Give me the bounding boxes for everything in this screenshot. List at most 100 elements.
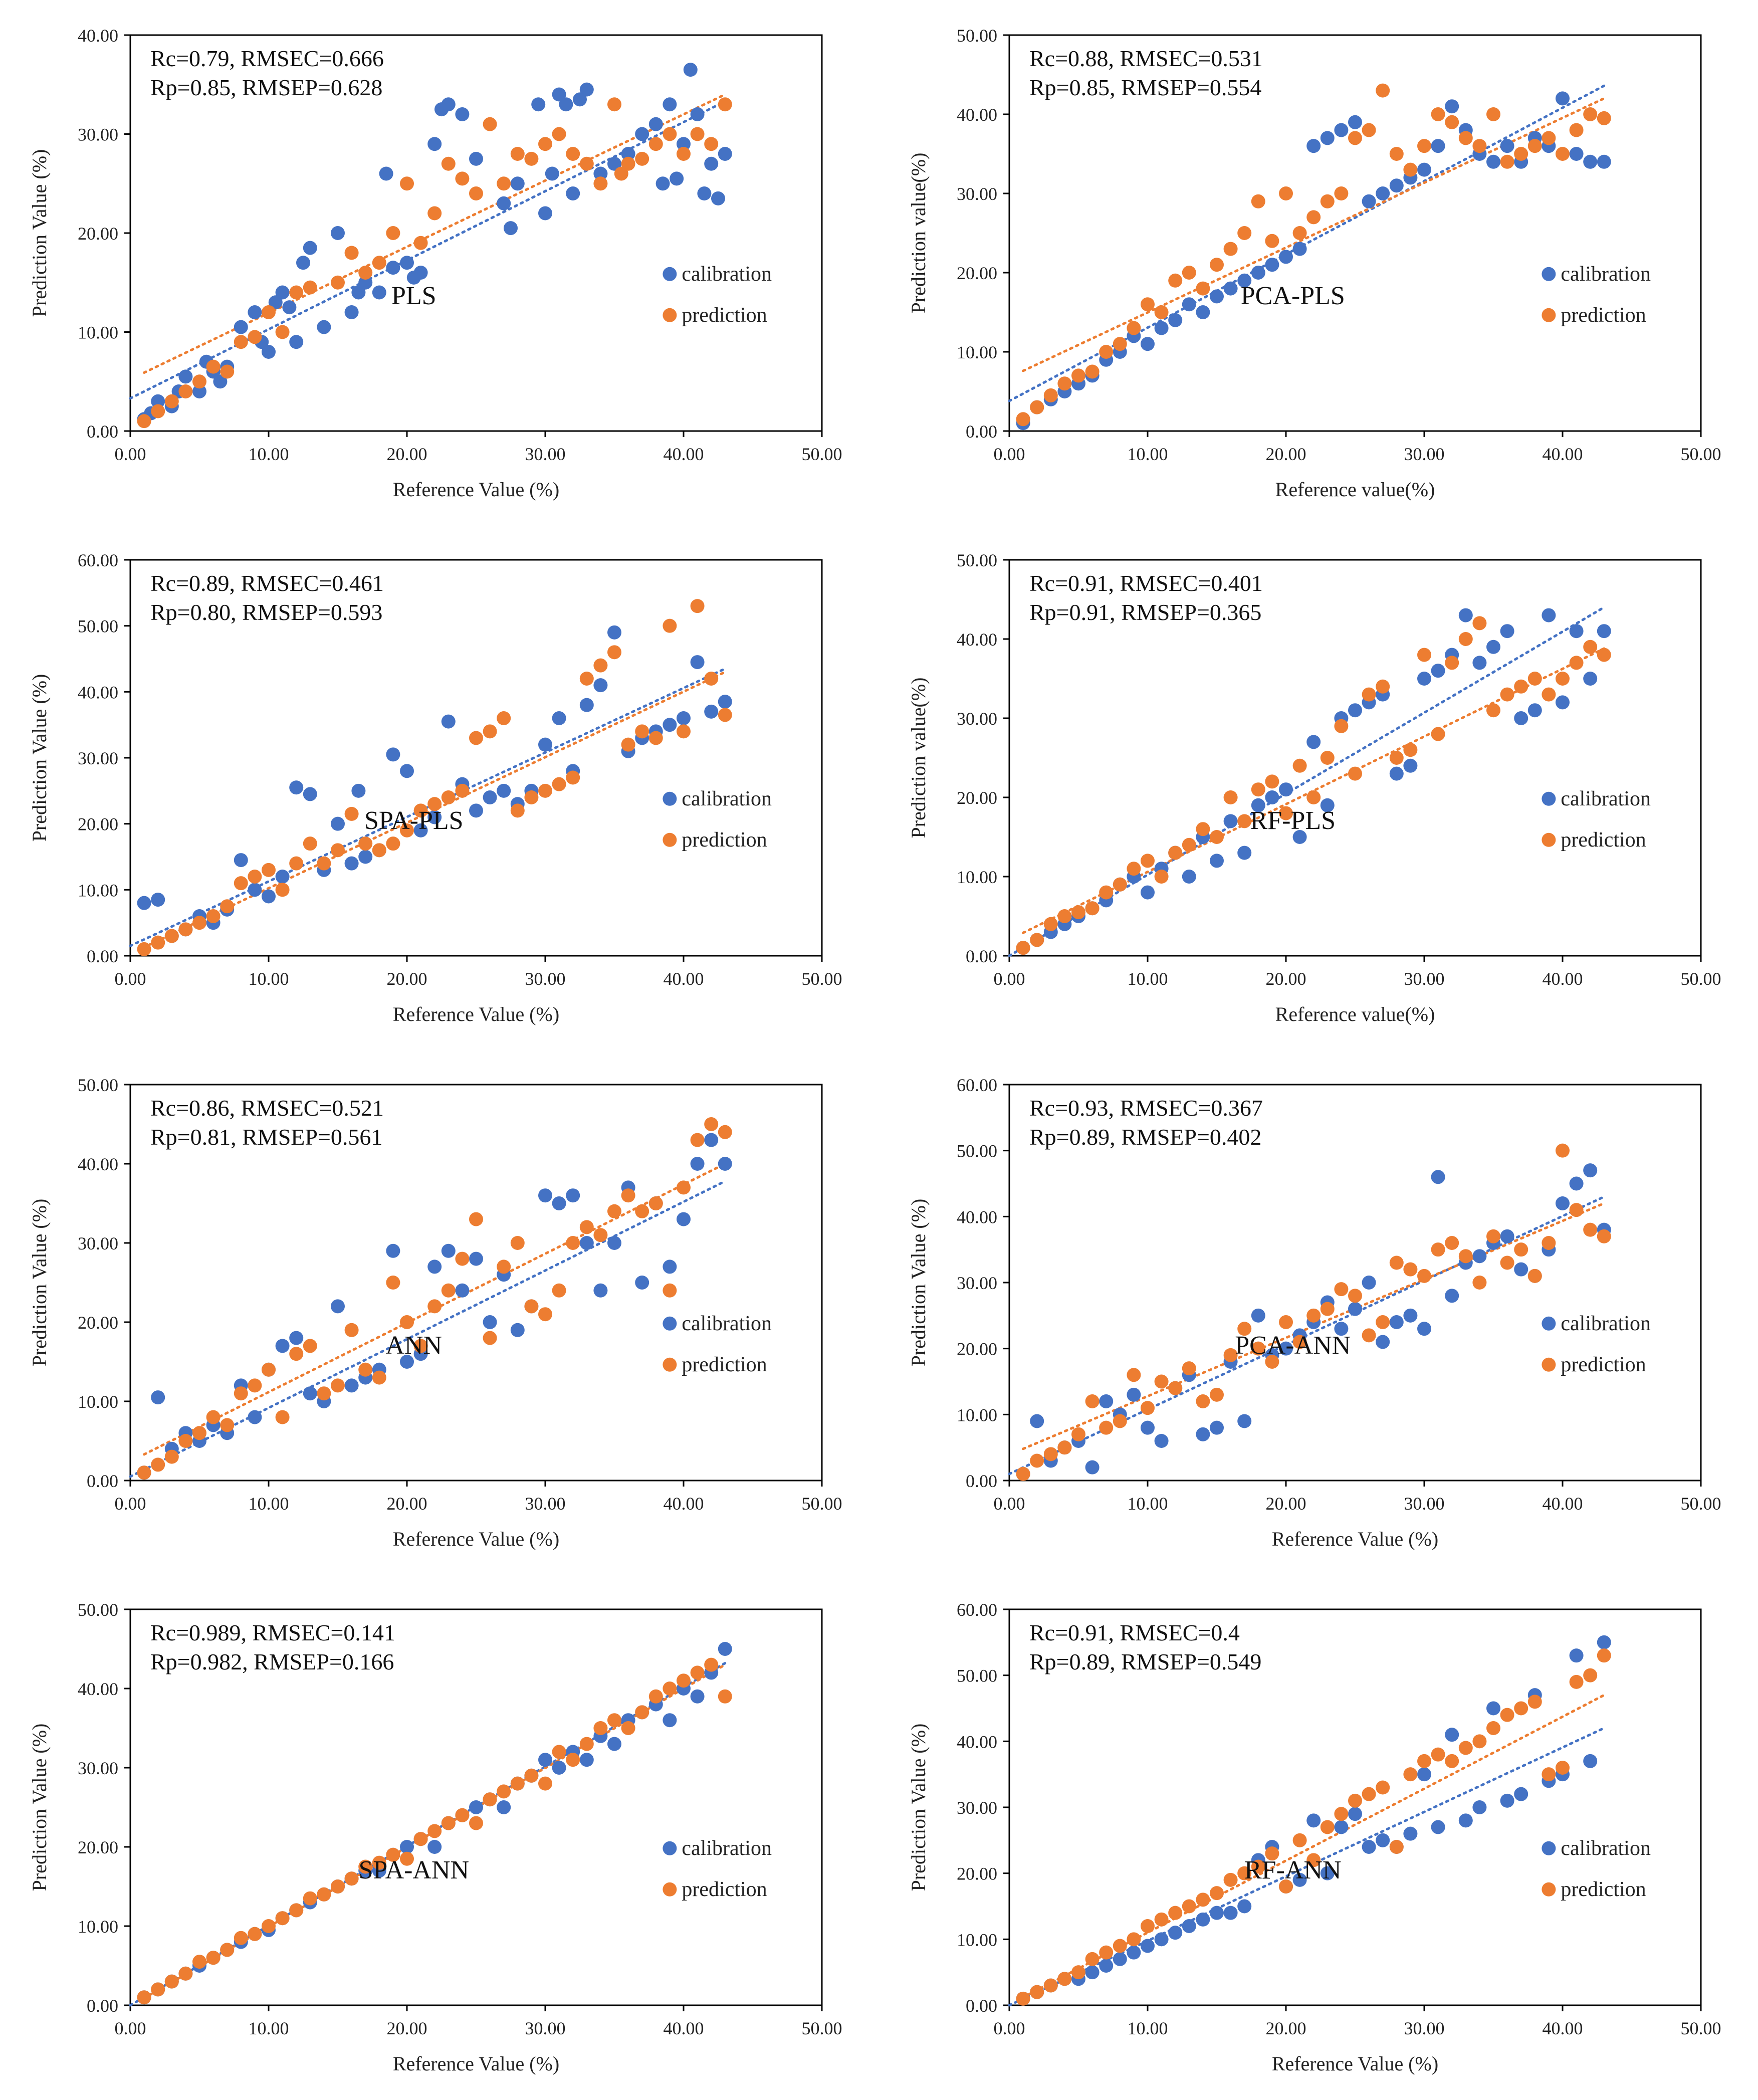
method-label: RF-ANN: [1244, 1856, 1342, 1884]
point-prediction: [663, 618, 677, 633]
point-prediction: [1431, 1242, 1445, 1257]
point-calibration: [1348, 1807, 1362, 1821]
point-prediction: [206, 359, 221, 374]
chart-spa_ann: 0.00 10.00 20.00 30.00 40.00 50.00 0.00 10.00 20…: [28, 1600, 842, 2075]
point-prediction: [1168, 1906, 1183, 1920]
y-tick-label: 40.00: [78, 1154, 118, 1174]
y-tick-label: 60.00: [957, 1600, 997, 1620]
point-prediction: [1071, 905, 1085, 920]
point-prediction: [1556, 672, 1570, 686]
point-calibration: [655, 176, 670, 191]
point-prediction: [1334, 719, 1349, 733]
point-prediction: [1210, 1886, 1224, 1901]
point-calibration: [531, 97, 546, 112]
point-prediction: [1141, 1919, 1155, 1933]
panel-pls: 0.00 10.00 20.00 30.00 40.00 50.00 0.00 10.00 20…: [0, 0, 879, 525]
point-calibration: [1154, 1434, 1169, 1448]
point-calibration: [469, 1800, 483, 1814]
stats-line: Rc=0.79, RMSEC=0.666: [150, 46, 384, 71]
panel-pca-pls: 0.00 10.00 20.00 30.00 40.00 50.00 0.00 10.00 20…: [879, 0, 1758, 525]
series-prediction: [137, 599, 732, 956]
point-calibration: [1154, 321, 1169, 335]
point-calibration: [1486, 640, 1500, 654]
point-prediction: [344, 1323, 359, 1337]
point-prediction: [1362, 1328, 1376, 1343]
point-calibration: [1514, 1787, 1528, 1801]
point-prediction: [427, 797, 442, 811]
legend-label-calibration: calibration: [682, 787, 772, 810]
point-prediction: [469, 1212, 483, 1226]
point-prediction: [718, 1125, 732, 1139]
point-prediction: [1279, 1315, 1293, 1329]
plot-area: [129, 1084, 823, 1482]
y-tick-label: 10.00: [78, 1917, 118, 1937]
point-calibration: [1362, 194, 1376, 208]
point-calibration: [1292, 830, 1307, 844]
point-prediction: [497, 711, 511, 725]
trendline-calibration: [129, 100, 727, 400]
point-calibration: [663, 1713, 677, 1728]
point-prediction: [1320, 1302, 1335, 1316]
point-prediction: [579, 1737, 594, 1751]
point-prediction: [441, 1816, 456, 1830]
x-tick-label: 30.00: [1404, 444, 1445, 464]
legend-label-prediction: prediction: [682, 1353, 767, 1376]
point-calibration: [1376, 1335, 1390, 1349]
x-tick-label: 30.00: [1404, 2018, 1445, 2038]
point-prediction: [1071, 1965, 1085, 1980]
point-prediction: [1237, 1322, 1252, 1336]
point-calibration: [697, 186, 712, 200]
point-calibration: [1334, 123, 1349, 137]
point-prediction: [1348, 1793, 1362, 1808]
point-calibration: [566, 1188, 580, 1203]
point-calibration: [1500, 1229, 1514, 1243]
x-tick-label: 0.00: [994, 2018, 1025, 2038]
point-prediction: [427, 1299, 442, 1314]
point-calibration: [538, 206, 552, 221]
legend-label-calibration: calibration: [682, 263, 772, 286]
point-prediction: [552, 1745, 566, 1759]
x-tick-label: 50.00: [802, 969, 842, 989]
x-tick-label: 50.00: [802, 1494, 842, 1514]
point-prediction: [220, 1418, 235, 1432]
point-prediction: [1306, 1853, 1321, 1867]
point-prediction: [1057, 1440, 1072, 1455]
point-prediction: [178, 1434, 193, 1448]
point-prediction: [593, 176, 608, 191]
point-prediction: [303, 1891, 317, 1906]
point-calibration: [1223, 281, 1238, 296]
point-calibration: [317, 320, 331, 334]
point-prediction: [704, 672, 719, 686]
point-calibration: [379, 166, 393, 181]
point-calibration: [1279, 1341, 1293, 1356]
point-calibration: [1445, 1728, 1459, 1742]
x-tick-label: 20.00: [387, 444, 427, 464]
point-prediction: [1362, 123, 1376, 137]
point-calibration: [1389, 1315, 1404, 1329]
y-tick-label: 10.00: [957, 1405, 997, 1425]
stats-line: Rc=0.89, RMSEC=0.461: [150, 570, 384, 596]
point-calibration: [1472, 656, 1487, 670]
point-prediction: [1556, 1143, 1570, 1158]
point-prediction: [579, 672, 594, 686]
y-tick-label: 30.00: [957, 1798, 997, 1818]
x-tick-label: 40.00: [664, 444, 704, 464]
x-tick-label: 50.00: [802, 2018, 842, 2038]
point-calibration: [289, 335, 304, 349]
point-calibration: [282, 300, 297, 315]
point-calibration: [1403, 758, 1418, 773]
point-calibration: [1168, 313, 1183, 327]
y-tick-label: 0.00: [966, 946, 997, 966]
point-calibration: [704, 1133, 719, 1147]
legend-label-calibration: calibration: [1561, 1837, 1651, 1860]
y-tick-label: 40.00: [78, 26, 118, 46]
y-tick-label: 40.00: [957, 105, 997, 125]
point-prediction: [372, 1855, 386, 1870]
point-prediction: [1542, 131, 1556, 145]
point-prediction: [1265, 1846, 1279, 1861]
point-prediction: [1569, 1674, 1584, 1689]
point-calibration: [1458, 1813, 1473, 1828]
point-prediction: [538, 137, 552, 151]
point-calibration: [1417, 1322, 1431, 1336]
point-calibration: [1583, 672, 1598, 686]
